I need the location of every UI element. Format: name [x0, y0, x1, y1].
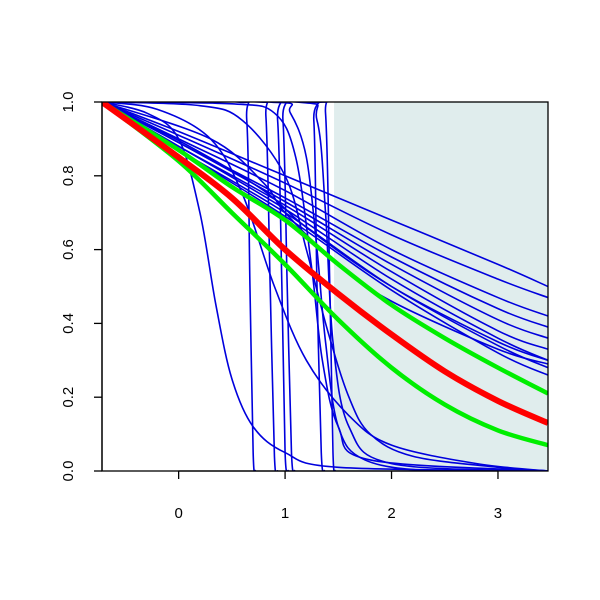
series-line-24 [102, 102, 548, 396]
series-line-10 [102, 102, 336, 471]
series-line-12 [102, 102, 548, 471]
series-line-25 [102, 102, 548, 448]
y-axis: 0.0 0.2 0.4 0.6 0.8 1.0 [60, 92, 103, 482]
y-tick-label: 0.4 [60, 313, 77, 334]
x-tick-label: 2 [387, 505, 395, 522]
series-line-14 [102, 102, 548, 299]
series-line-6 [102, 102, 279, 471]
x-tick-label: 3 [494, 505, 502, 522]
plot-area [101, 101, 549, 472]
series-line-9 [102, 102, 326, 471]
y-tick-label: 0.0 [60, 461, 77, 482]
series-line-23 [102, 102, 548, 362]
series-line-8 [102, 102, 296, 471]
x-axis: 0 1 2 3 [174, 470, 502, 522]
x-tick-label: 1 [281, 505, 289, 522]
series-line-15 [102, 102, 548, 317]
series-line-19 [102, 102, 548, 362]
series-line-17 [102, 102, 548, 339]
y-tick-label: 1.0 [60, 92, 77, 113]
series-line-13 [102, 102, 548, 288]
x-tick-label: 0 [174, 505, 182, 522]
series-line-3 [102, 102, 548, 471]
y-tick-label: 0.2 [60, 387, 77, 408]
y-tick-label: 0.6 [60, 239, 77, 260]
y-tick-label: 0.8 [60, 165, 77, 186]
series-line-5 [102, 102, 257, 471]
series-line-2 [102, 102, 548, 471]
series-line-26 [102, 102, 548, 426]
